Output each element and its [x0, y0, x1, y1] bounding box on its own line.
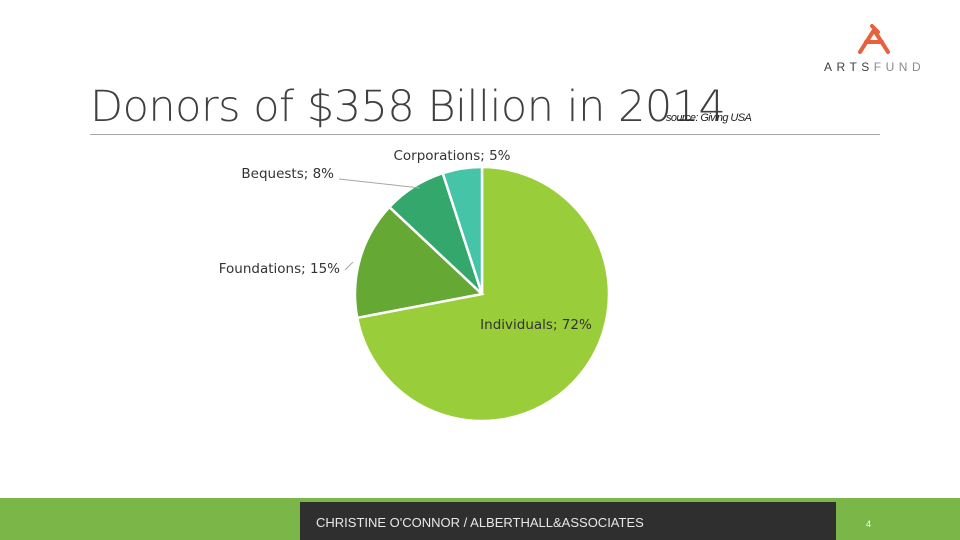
- logo-text-fund: FUND: [873, 60, 926, 74]
- artsfund-logo: ARTSFUND: [824, 20, 924, 76]
- title-divider: [90, 134, 880, 135]
- leader-line-bequests: [338, 178, 421, 189]
- leader-line-foundations: [344, 261, 354, 271]
- data-labels: Individuals; 72% Foundations; 15% Bequests…: [219, 148, 592, 333]
- pie-slice-foundations: [353, 205, 485, 320]
- data-label-bequests: Bequests; 8%: [241, 166, 334, 182]
- source-note: source: Giving USA: [666, 112, 752, 124]
- footer-band: CHRISTINE O'CONNOR / ALBERTHALL&ASSOCIAT…: [300, 502, 836, 540]
- page-number: 4: [866, 519, 872, 529]
- leader-lines: [338, 178, 421, 271]
- artsfund-figure-icon: [858, 24, 890, 54]
- pie-slices: [353, 165, 611, 423]
- data-label-individuals: Individuals; 72%: [480, 317, 592, 333]
- data-label-foundations: Foundations; 15%: [219, 261, 340, 277]
- pie-chart: Individuals; 72% Foundations; 15% Bequests…: [219, 148, 611, 423]
- slide-title: Donors of $358 Billion in 2014: [90, 82, 726, 132]
- logo-text-arts: ARTS: [824, 60, 874, 74]
- data-label-corporations: Corporations; 5%: [393, 148, 510, 164]
- footer-text: CHRISTINE O'CONNOR / ALBERTHALL&ASSOCIAT…: [316, 515, 644, 530]
- pie-slice-corporations: [441, 165, 484, 295]
- footer-bar: CHRISTINE O'CONNOR / ALBERTHALL&ASSOCIAT…: [0, 498, 960, 540]
